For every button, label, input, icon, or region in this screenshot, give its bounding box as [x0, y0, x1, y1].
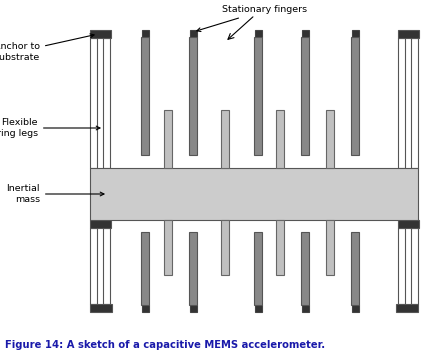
- Bar: [189, 37, 197, 155]
- Bar: [352, 30, 359, 37]
- Bar: [103, 228, 110, 304]
- Bar: [142, 30, 149, 37]
- Text: Anchor to
substrate: Anchor to substrate: [0, 34, 94, 62]
- Bar: [276, 110, 284, 168]
- Bar: [398, 38, 405, 168]
- Bar: [301, 37, 309, 155]
- Text: Inertial
mass: Inertial mass: [6, 184, 104, 204]
- Bar: [142, 305, 149, 312]
- Bar: [255, 30, 262, 37]
- Bar: [190, 305, 197, 312]
- Bar: [254, 232, 262, 305]
- Bar: [254, 37, 262, 155]
- Bar: [90, 168, 418, 220]
- Bar: [141, 37, 149, 155]
- Bar: [411, 228, 418, 304]
- Bar: [396, 304, 418, 312]
- Bar: [189, 232, 197, 305]
- Bar: [103, 38, 110, 168]
- Bar: [164, 110, 172, 168]
- Bar: [352, 305, 359, 312]
- Text: Stationary fingers: Stationary fingers: [197, 5, 307, 32]
- Bar: [90, 304, 112, 312]
- Bar: [255, 305, 262, 312]
- Bar: [141, 232, 149, 305]
- Bar: [351, 37, 359, 155]
- Bar: [326, 110, 334, 168]
- Text: Flexible
spring legs: Flexible spring legs: [0, 118, 100, 138]
- Bar: [90, 38, 97, 168]
- Bar: [221, 220, 229, 275]
- Bar: [398, 30, 419, 38]
- Bar: [221, 110, 229, 168]
- Bar: [301, 232, 309, 305]
- Bar: [190, 30, 197, 37]
- Bar: [90, 220, 111, 228]
- Bar: [326, 220, 334, 275]
- Bar: [90, 30, 111, 38]
- Bar: [164, 220, 172, 275]
- Bar: [90, 228, 97, 304]
- Text: Figure 14: A sketch of a capacitive MEMS accelerometer.: Figure 14: A sketch of a capacitive MEMS…: [5, 340, 325, 350]
- Bar: [301, 305, 308, 312]
- Bar: [301, 30, 308, 37]
- Bar: [411, 38, 418, 168]
- Bar: [398, 228, 405, 304]
- Bar: [398, 220, 419, 228]
- Bar: [276, 220, 284, 275]
- Bar: [351, 232, 359, 305]
